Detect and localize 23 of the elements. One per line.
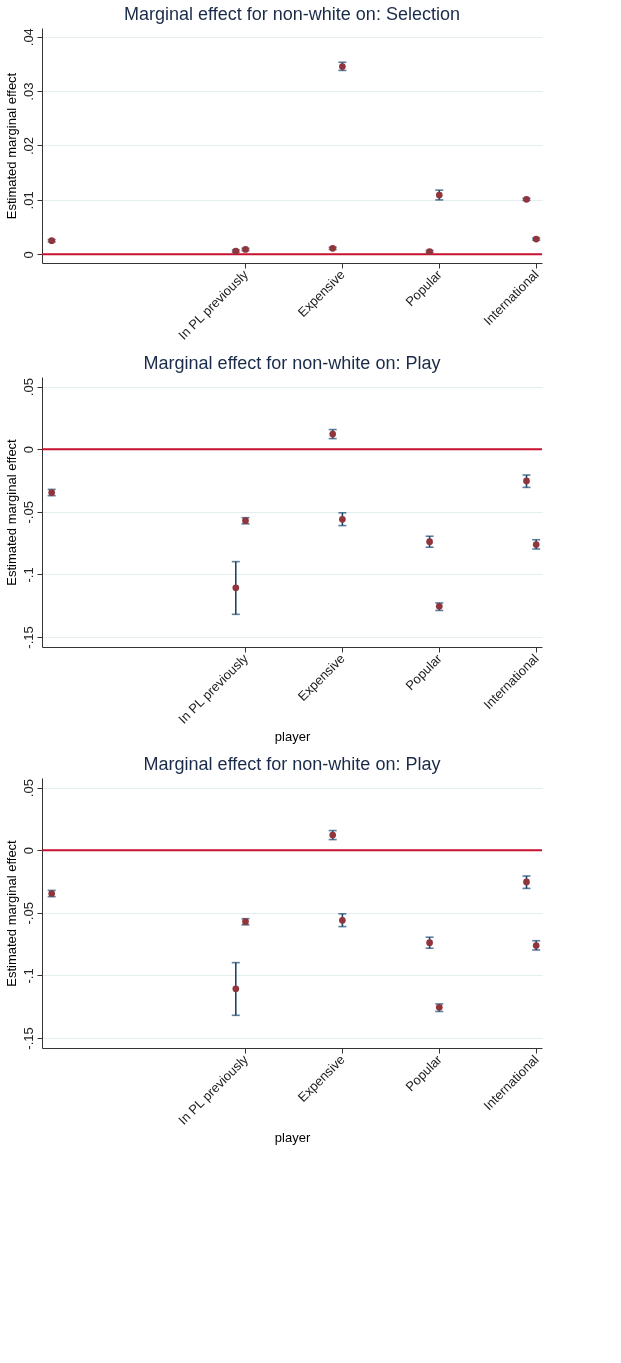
x-axis-title: player — [274, 1129, 311, 1145]
y-tick-label: -.15 — [20, 1027, 36, 1050]
y-tick-label: 0 — [20, 847, 36, 855]
x-axis-title: player — [274, 728, 311, 744]
y-axis-title: Estimated marginal effect — [3, 438, 19, 586]
y-tick-label: .04 — [20, 28, 36, 47]
chart-title: Marginal effect for non-white on: Play — [143, 754, 441, 774]
y-tick-label: .03 — [20, 82, 36, 101]
chart-title: Marginal effect for non-white on: Selection — [124, 3, 460, 24]
y-tick-label: -.05 — [20, 902, 36, 925]
y-axis-title: Estimated marginal effect — [3, 72, 19, 220]
y-tick-label: 0 — [20, 251, 36, 259]
y-tick-label: .02 — [20, 136, 36, 156]
y-tick-label: -.05 — [20, 501, 36, 524]
y-tick-label: .05 — [20, 378, 36, 397]
y-tick-label: -.1 — [20, 567, 36, 583]
y-tick-label: .01 — [20, 191, 36, 210]
y-tick-label: -.15 — [20, 626, 36, 649]
y-tick-label: .05 — [20, 779, 36, 798]
y-tick-label: -.1 — [20, 968, 36, 984]
y-axis-title: Estimated marginal effect — [3, 839, 19, 987]
y-tick-label: 0 — [20, 446, 36, 454]
chart-title: Marginal effect for non-white on: Play — [143, 353, 441, 373]
